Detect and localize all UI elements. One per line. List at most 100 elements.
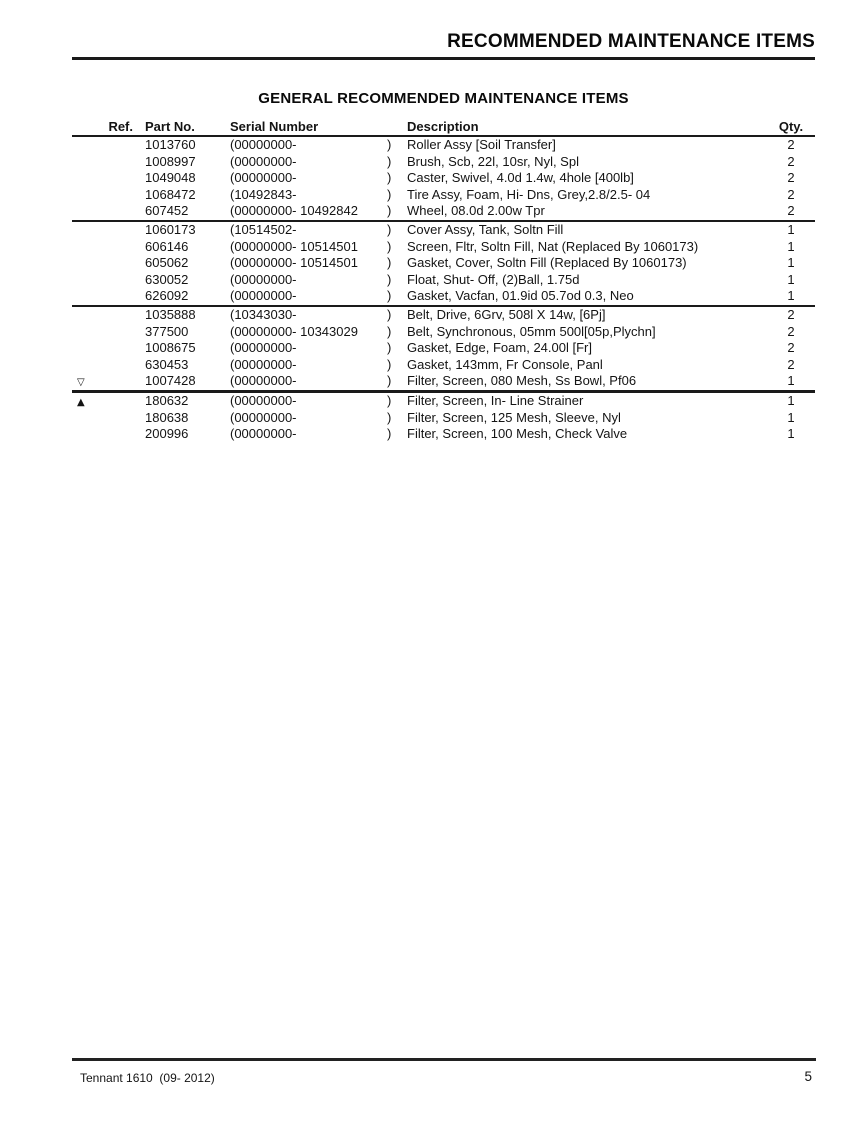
ref-cell [72, 324, 145, 341]
serial-number-cell: (00000000- [230, 153, 297, 169]
serial-close-paren: ) [387, 288, 392, 304]
section-title: GENERAL RECOMMENDED MAINTENANCE ITEMS [258, 90, 629, 107]
part-number-cell: 630052 [145, 271, 189, 287]
ref-cell [72, 426, 145, 443]
part-number-cell: 1013760 [145, 137, 196, 152]
part-number-cell: 1008675 [145, 340, 196, 356]
part-number-cell: 1035888 [145, 306, 196, 322]
ref-cell [72, 272, 145, 289]
table-row: ▲ 180632 (00000000-) Filter, Screen, In- Li… [72, 393, 815, 410]
table-row: 630052 (00000000-) Float, Shut- Off, (2)Ba… [72, 272, 815, 289]
serial-number-cell: (10492843- [230, 186, 297, 202]
serial-number-cell: (00000000- 10514501 [230, 238, 358, 254]
table-row: 1035888 (10343030-) Belt, Drive, 6Grv, 508… [72, 307, 815, 324]
table-row: 1060173 (10514502-) Cover Assy, Tank, Solt… [72, 222, 815, 239]
qty-cell: 1 [787, 238, 795, 254]
part-number-cell: 1008997 [145, 153, 196, 169]
serial-close-paren: ) [387, 238, 392, 254]
black-up-triangle-icon: ▲ [77, 396, 85, 408]
serial-number-cell: (10514502- [230, 221, 297, 237]
table-row: 605062 (00000000- 10514501) Gasket, Cover,… [72, 255, 815, 272]
description-cell: Cover Assy, Tank, Soltn Fill [407, 221, 564, 237]
serial-close-paren: ) [387, 186, 392, 202]
serial-number-cell: (00000000- [230, 409, 297, 425]
ref-cell [72, 170, 145, 187]
table-group: 1035888 (10343030-) Belt, Drive, 6Grv, 508… [72, 307, 815, 393]
ref-cell [72, 288, 145, 305]
column-header-serial: Serial Number [230, 119, 319, 134]
table-row: ▽ 1007428 (00000000-) Filter, Screen, 080 M… [72, 373, 815, 390]
serial-close-paren: ) [387, 255, 392, 271]
table-row: 607452 (00000000- 10492842) Wheel, 08.0d 2… [72, 203, 815, 220]
footer-page-number: 5 [804, 1069, 812, 1084]
serial-number-cell: (00000000- [230, 271, 297, 287]
qty-cell: 1 [787, 221, 795, 237]
table-group: 1013760 (00000000-) Roller Assy [Soil Tran… [72, 137, 815, 222]
maintenance-items-table: Ref. Part No. Serial Number Description … [72, 118, 815, 443]
serial-number-cell: (00000000- [230, 137, 297, 152]
serial-number-cell: (00000000- [230, 392, 297, 408]
description-cell: Filter, Screen, 125 Mesh, Sleeve, Nyl [407, 409, 621, 425]
column-header-spacer [387, 118, 407, 135]
ref-cell [72, 340, 145, 357]
serial-close-paren: ) [387, 356, 392, 372]
part-number-cell: 180638 [145, 409, 189, 425]
part-number-cell: 180632 [145, 392, 189, 408]
serial-close-paren: ) [387, 426, 392, 442]
part-number-cell: 630453 [145, 356, 189, 372]
qty-cell: 2 [787, 323, 795, 339]
description-cell: Roller Assy [Soil Transfer] [407, 137, 556, 152]
column-header-part-no: Part No. [145, 119, 195, 134]
part-number-cell: 1068472 [145, 186, 196, 202]
column-header-description: Description [407, 119, 479, 134]
description-cell: Screen, Fltr, Soltn Fill, Nat (Replaced … [407, 238, 699, 254]
qty-cell: 2 [787, 186, 795, 202]
qty-cell: 1 [787, 271, 795, 287]
ref-cell [72, 203, 145, 220]
description-cell: Gasket, Cover, Soltn Fill (Replaced By 1… [407, 255, 687, 271]
serial-close-paren: ) [387, 221, 392, 237]
qty-cell: 2 [787, 340, 795, 356]
description-cell: Gasket, Vacfan, 01.9id 05.7od 0.3, Neo [407, 288, 634, 304]
ref-cell [72, 239, 145, 256]
serial-number-cell: (00000000- [230, 426, 297, 442]
qty-cell: 1 [787, 392, 795, 408]
serial-number-cell: (00000000- 10343029 [230, 323, 358, 339]
serial-number-cell: (00000000- [230, 356, 297, 372]
page-header-title: RECOMMENDED MAINTENANCE ITEMS [447, 31, 815, 52]
description-cell: Filter, Screen, In- Line Strainer [407, 392, 584, 408]
serial-close-paren: ) [387, 340, 392, 356]
serial-close-paren: ) [387, 271, 392, 287]
serial-close-paren: ) [387, 373, 392, 389]
qty-cell: 2 [787, 356, 795, 372]
qty-cell: 1 [787, 373, 795, 389]
part-number-cell: 607452 [145, 203, 189, 219]
qty-cell: 2 [787, 306, 795, 322]
part-number-cell: 1007428 [145, 373, 196, 389]
serial-number-cell: (00000000- [230, 340, 297, 356]
ref-cell [72, 154, 145, 171]
ref-cell [72, 255, 145, 272]
table-group: ▲ 180632 (00000000-) Filter, Screen, In- Li… [72, 393, 815, 443]
header-rule [72, 57, 815, 60]
qty-cell: 1 [787, 255, 795, 271]
ref-cell [72, 410, 145, 427]
ref-cell: ▽ [72, 373, 145, 392]
table-row: 1008675 (00000000-) Gasket, Edge, Foam, 24… [72, 340, 815, 357]
footer-rule [72, 1058, 816, 1061]
serial-close-paren: ) [387, 153, 392, 169]
footer-document-id: Tennant 1610 (09- 2012) [80, 1071, 215, 1085]
table-header-row: Ref. Part No. Serial Number Description … [72, 118, 815, 137]
white-down-triangle-icon: ▽ [77, 377, 85, 389]
description-cell: Float, Shut- Off, (2)Ball, 1.75d [407, 271, 580, 287]
ref-cell [72, 222, 145, 239]
description-cell: Belt, Synchronous, 05mm 500l[05p,Plychn] [407, 323, 656, 339]
serial-number-cell: (00000000- [230, 373, 297, 389]
part-number-cell: 626092 [145, 288, 189, 304]
serial-close-paren: ) [387, 170, 392, 186]
description-cell: Filter, Screen, 080 Mesh, Ss Bowl, Pf06 [407, 373, 637, 389]
table-row: 626092 (00000000-) Gasket, Vacfan, 01.9id … [72, 288, 815, 305]
table-row: 180638 (00000000-) Filter, Screen, 125 Mes… [72, 410, 815, 427]
part-number-cell: 605062 [145, 255, 189, 271]
